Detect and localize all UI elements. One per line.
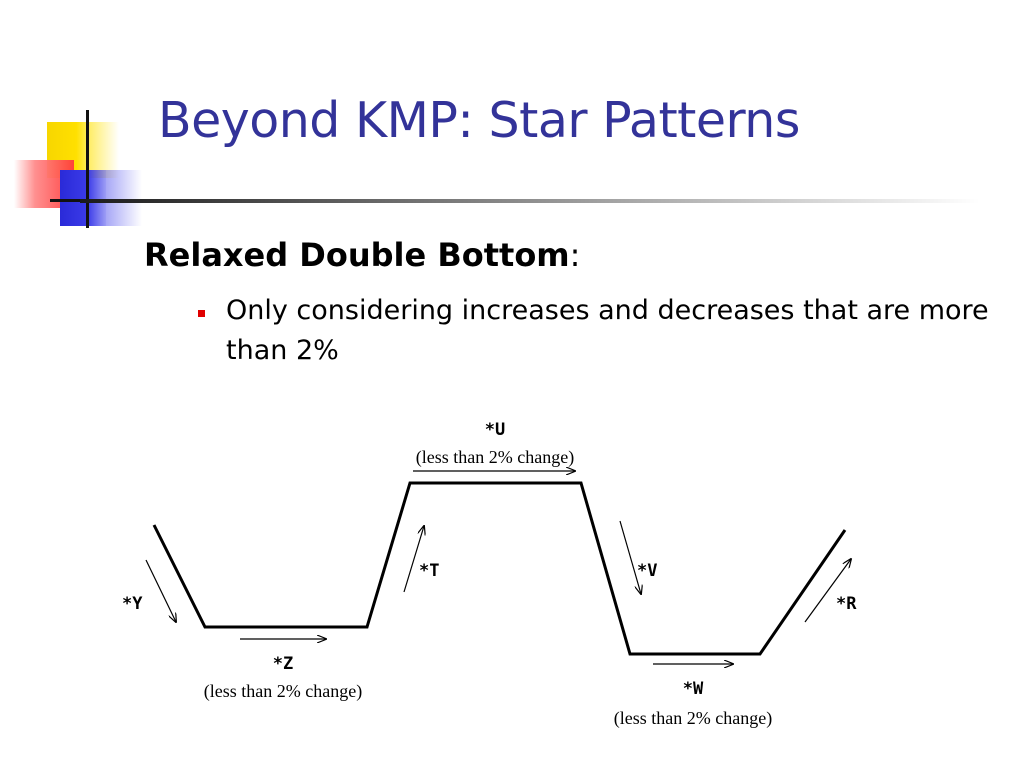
arrow-v <box>619 520 641 594</box>
section-heading-colon: : <box>569 236 581 274</box>
bullet-marker <box>198 310 205 317</box>
arrow-r <box>804 559 851 623</box>
label-u: *U <box>485 420 505 440</box>
logo-blue-fade <box>106 170 142 226</box>
label-t: *T <box>419 561 439 581</box>
logo-blue-square <box>60 170 106 226</box>
section-heading-bold: Relaxed Double Bottom <box>144 236 570 274</box>
bullet-text: Only considering increases and decreases… <box>226 295 989 366</box>
slide-title: Beyond KMP: Star Patterns <box>158 92 800 149</box>
logo-vertical-line <box>86 110 89 228</box>
label-r: *R <box>836 594 857 614</box>
label-w: *W <box>683 679 704 699</box>
label-z-note: (less than 2% change) <box>204 681 362 702</box>
section-heading: Relaxed Double Bottom: <box>144 236 580 274</box>
title-underline-rule <box>80 199 980 203</box>
label-y: *Y <box>122 594 143 614</box>
label-z: *Z <box>273 654 293 674</box>
label-u-note: (less than 2% change) <box>416 447 574 468</box>
arrow-y <box>145 559 176 622</box>
logo-yellow-fade <box>89 122 119 178</box>
pattern-path <box>152 481 847 656</box>
arrow-t <box>403 526 424 593</box>
slide-logo-decoration <box>0 0 160 240</box>
label-v: *V <box>637 561 657 581</box>
label-w-note: (less than 2% change) <box>614 708 772 729</box>
